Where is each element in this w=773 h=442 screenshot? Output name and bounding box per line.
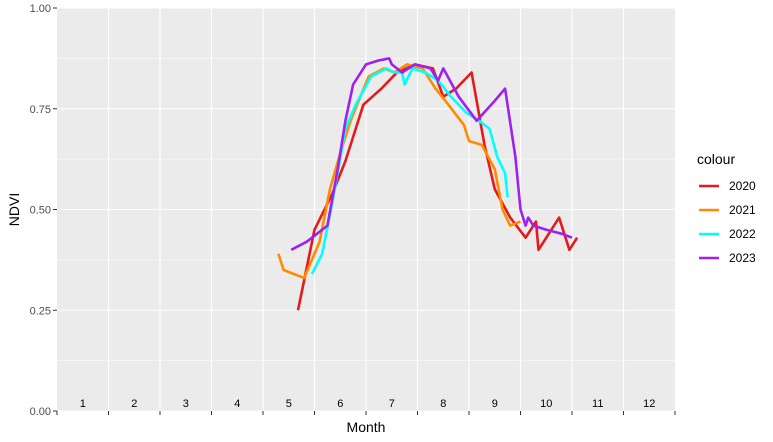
- series-line-2023: [290, 57, 573, 251]
- month-label: 7: [389, 398, 395, 410]
- month-label: 3: [183, 398, 189, 410]
- month-label: 5: [286, 398, 292, 410]
- y-tick-label: 0.25: [30, 305, 51, 317]
- legend-label-2021: 2021: [729, 203, 756, 217]
- month-label: 2: [131, 398, 137, 410]
- series-line-2021: [277, 63, 521, 280]
- month-label: 4: [234, 398, 240, 410]
- y-tick-label: 1.00: [30, 3, 51, 15]
- x-axis-title: Month: [347, 419, 386, 435]
- month-label: 8: [440, 398, 446, 410]
- y-axis-title: NDVI: [6, 193, 22, 226]
- legend-label-2022: 2022: [729, 227, 756, 241]
- y-tick-label: 0.75: [30, 104, 51, 116]
- x-axis: [56, 411, 676, 415]
- month-label: 11: [592, 398, 603, 410]
- legend-title: colour: [697, 151, 735, 167]
- month-label: 9: [492, 398, 498, 410]
- month-label: 12: [643, 398, 655, 410]
- series-line-2020: [296, 63, 579, 311]
- legend: colour 2020 2021 2022 2023: [697, 151, 756, 265]
- month-label: 1: [80, 398, 86, 410]
- month-label: 6: [337, 398, 343, 410]
- legend-label-2020: 2020: [729, 179, 756, 193]
- y-tick-label: 0.00: [30, 406, 51, 418]
- month-labels: 1 2 3 4 5 6 7 8 9 10 11 12: [80, 398, 656, 410]
- month-label: 10: [540, 398, 552, 410]
- y-tick-label: 0.50: [30, 205, 51, 217]
- series-line-2022: [310, 67, 509, 275]
- y-axis: 0.00 0.25 0.50 0.75 1.00: [30, 3, 57, 418]
- legend-label-2023: 2023: [729, 251, 756, 265]
- series-lines: [277, 57, 579, 311]
